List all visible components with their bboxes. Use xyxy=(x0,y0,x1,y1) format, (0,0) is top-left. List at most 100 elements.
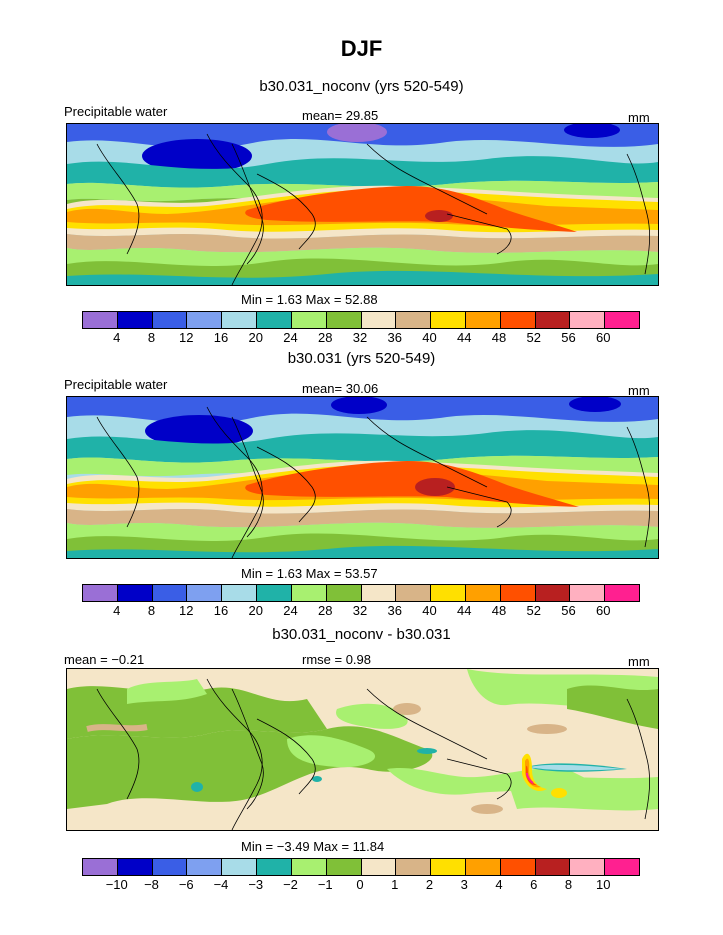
colorbar-tick-label: 8 xyxy=(147,330,156,345)
colorbar-swatch xyxy=(396,312,432,328)
colorbar-swatch xyxy=(117,585,153,601)
colorbar-tick-label: −1 xyxy=(317,877,333,892)
colorbar-swatch xyxy=(465,859,501,875)
colorbar-swatch xyxy=(431,312,466,328)
colorbar-swatch xyxy=(117,859,153,875)
colorbar-swatch xyxy=(361,312,397,328)
panel3-colorbar xyxy=(82,858,640,876)
colorbar-tick-label: 1 xyxy=(391,877,399,892)
panel1-subtitle: b30.031_noconv (yrs 520-549) xyxy=(259,78,464,95)
panel3-colorbar-ticks: −10 −8 −6 −4 −3 −2 −1 0 1 2 3 4 6 8 10 xyxy=(82,877,638,893)
panel3-rmse-label: rmse = 0.98 xyxy=(302,652,372,667)
colorbar-tick-label: 36 xyxy=(387,330,402,345)
colorbar-tick-label: 28 xyxy=(318,330,333,345)
panel3-minmax-label: Min = −3.49 Max = 11.84 xyxy=(241,839,385,854)
colorbar-tick-label: 20 xyxy=(248,330,263,345)
colorbar-tick-label: −10 xyxy=(105,877,128,892)
panel3-contour-field xyxy=(67,669,658,830)
colorbar-tick-label: 12 xyxy=(179,603,194,618)
colorbar-tick-label: 36 xyxy=(387,603,402,618)
colorbar-swatch xyxy=(535,859,571,875)
colorbar-tick-label: 60 xyxy=(596,330,611,345)
colorbar-swatch xyxy=(465,312,501,328)
panel2-subtitle: b30.031 (yrs 520-549) xyxy=(287,350,436,367)
panel3-subtitle: b30.031_noconv - b30.031 xyxy=(272,626,451,643)
panel1-minmax-label: Min = 1.63 Max = 52.88 xyxy=(241,292,378,307)
panel2-colorbar-ticks: 4 8 12 16 20 24 28 32 36 40 44 48 52 56 60 xyxy=(82,603,638,619)
colorbar-tick-label: −3 xyxy=(248,877,264,892)
colorbar-tick-label: 10 xyxy=(596,877,611,892)
panel3-unit-label: mm xyxy=(628,654,650,669)
colorbar-swatch xyxy=(187,859,223,875)
colorbar-swatch xyxy=(465,585,501,601)
colorbar-tick-label: 24 xyxy=(283,603,298,618)
colorbar-swatch xyxy=(570,585,606,601)
panel2-minmax-label: Min = 1.63 Max = 53.57 xyxy=(241,566,378,581)
colorbar-tick-label: 4 xyxy=(113,603,121,618)
colorbar-tick-label: 52 xyxy=(526,330,541,345)
colorbar-tick-label: 2 xyxy=(425,877,434,892)
colorbar-tick-label: 16 xyxy=(213,330,229,345)
colorbar-tick-label: 40 xyxy=(422,330,437,345)
panel2-mean-label: mean= 30.06 xyxy=(302,381,379,396)
colorbar-swatch xyxy=(291,585,327,601)
panel1-colorbar xyxy=(82,311,640,329)
colorbar-swatch xyxy=(326,859,362,875)
colorbar-swatch xyxy=(291,859,327,875)
colorbar-swatch xyxy=(117,312,153,328)
colorbar-swatch xyxy=(187,585,223,601)
colorbar-swatch xyxy=(570,859,606,875)
colorbar-tick-label: 40 xyxy=(422,603,437,618)
colorbar-tick-label: 32 xyxy=(352,330,368,345)
colorbar-swatch xyxy=(361,859,397,875)
colorbar-tick-label: 48 xyxy=(491,330,507,345)
colorbar-swatch xyxy=(257,859,292,875)
colorbar-swatch xyxy=(500,585,536,601)
colorbar-tick-label: −4 xyxy=(213,877,229,892)
panel1-variable-label: Precipitable water xyxy=(64,104,168,119)
colorbar-tick-label: 3 xyxy=(460,877,468,892)
panel1-mean-label: mean= 29.85 xyxy=(302,108,379,123)
colorbar-swatch xyxy=(431,859,466,875)
colorbar-tick-label: 32 xyxy=(352,603,368,618)
colorbar-swatch xyxy=(535,312,571,328)
colorbar-swatch xyxy=(257,312,292,328)
colorbar-swatch xyxy=(605,859,639,875)
colorbar-swatch xyxy=(326,585,362,601)
colorbar-tick-label: 6 xyxy=(530,877,538,892)
panel3-map xyxy=(66,668,659,831)
colorbar-swatch xyxy=(396,859,432,875)
colorbar-tick-label: −6 xyxy=(178,877,194,892)
colorbar-tick-label: 4 xyxy=(113,330,121,345)
colorbar-swatch xyxy=(500,312,536,328)
colorbar-tick-label: 0 xyxy=(356,877,364,892)
colorbar-swatch xyxy=(152,585,188,601)
colorbar-tick-label: 48 xyxy=(491,603,507,618)
colorbar-tick-label: 44 xyxy=(457,603,472,618)
colorbar-swatch xyxy=(187,312,223,328)
panel2-unit-label: mm xyxy=(628,383,650,398)
colorbar-tick-label: 8 xyxy=(147,603,156,618)
colorbar-swatch xyxy=(570,312,606,328)
colorbar-swatch xyxy=(83,312,118,328)
panel2-variable-label: Precipitable water xyxy=(64,377,168,392)
colorbar-tick-label: 12 xyxy=(179,330,194,345)
colorbar-swatch xyxy=(152,859,188,875)
colorbar-swatch xyxy=(361,585,397,601)
colorbar-tick-label: 20 xyxy=(248,603,263,618)
colorbar-tick-label: 56 xyxy=(561,603,576,618)
figure-title: DJF xyxy=(340,36,383,61)
colorbar-tick-label: 4 xyxy=(495,877,503,892)
colorbar-tick-label: −8 xyxy=(144,877,159,892)
panel2-map xyxy=(66,396,659,559)
panel1-map xyxy=(66,123,659,286)
colorbar-tick-label: 52 xyxy=(526,603,541,618)
colorbar-tick-label: 44 xyxy=(457,330,472,345)
colorbar-tick-label: −2 xyxy=(283,877,298,892)
colorbar-swatch xyxy=(431,585,466,601)
colorbar-swatch xyxy=(222,312,258,328)
colorbar-tick-label: 28 xyxy=(318,603,333,618)
colorbar-swatch xyxy=(500,859,536,875)
panel2-colorbar xyxy=(82,584,640,602)
colorbar-swatch xyxy=(152,312,188,328)
